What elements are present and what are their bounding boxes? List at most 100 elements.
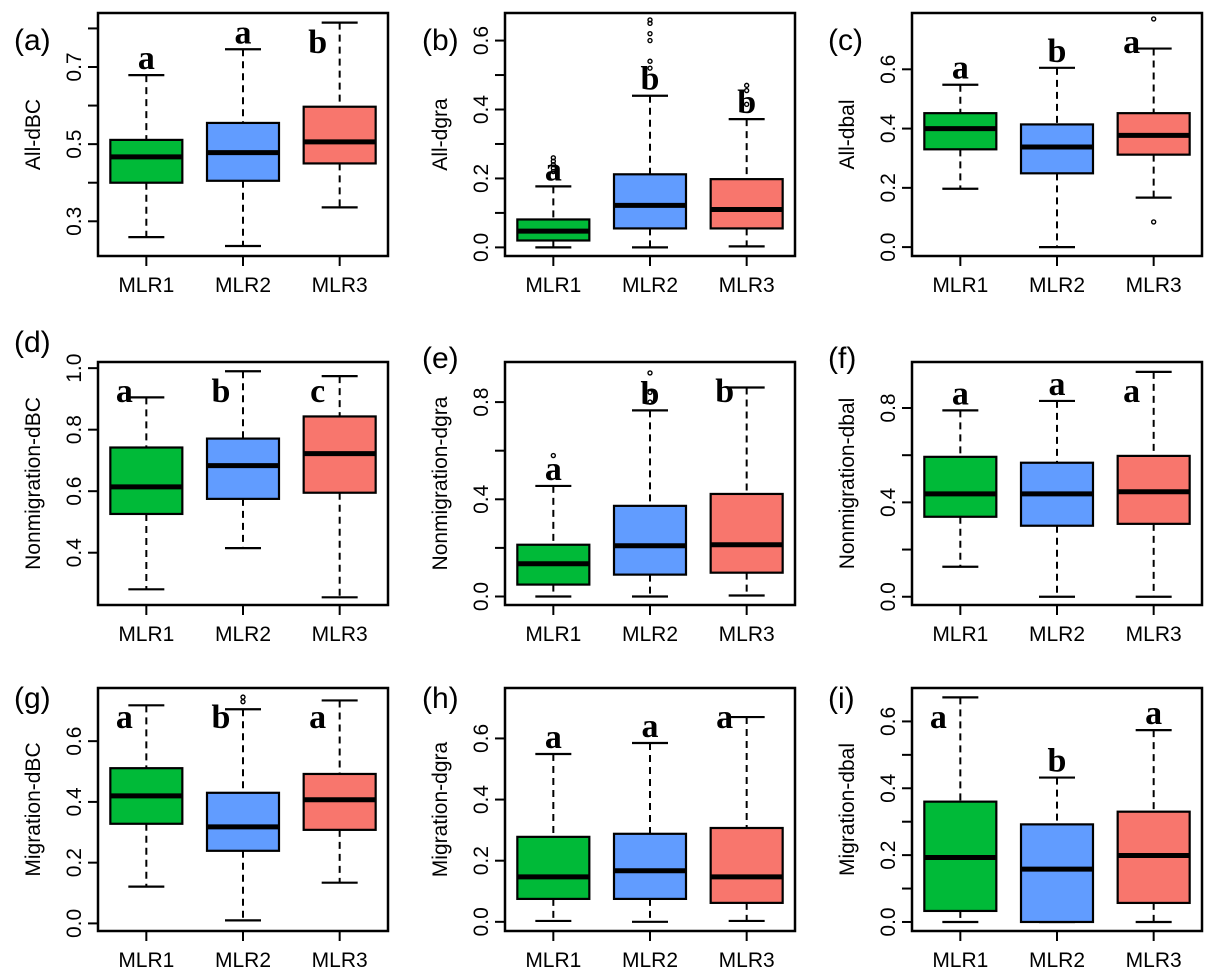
outlier-point (240, 698, 246, 705)
significance-letter: a (952, 375, 969, 412)
y-axis-label: Nonmigration-dBC (22, 397, 45, 570)
panel-label: (g) (14, 682, 51, 715)
x-tick-label: MLR2 (622, 949, 678, 972)
panel-a: (a) 0.3 0.5 0.7 All-dBC MLR1 MLR2 MLR3 a a b (14, 11, 390, 297)
box-mlr1: a (923, 696, 998, 924)
y-tick-label: 0.4 (877, 114, 900, 144)
significance-letter: a (952, 50, 969, 87)
x-tick-label: MLR3 (312, 274, 368, 297)
box-mlr1: a (109, 40, 184, 239)
box-mlr1: a (516, 151, 591, 249)
box-mlr2: b (1019, 743, 1095, 924)
x-tick-label: MLR1 (932, 949, 988, 972)
significance-letter: a (1145, 695, 1162, 732)
significance-letter: a (116, 699, 133, 736)
y-tick-label: 0.3 (63, 207, 86, 236)
y-tick-label: 1.0 (63, 354, 86, 383)
panel-i: (i) 0.0 0.2 0.4 0.6 Migration-dbal MLR1 MLR2 MLR… (828, 682, 1204, 972)
box-mlr2: a (1019, 366, 1095, 598)
x-tick-label: MLR1 (118, 623, 174, 646)
box-mlr2: b (1019, 33, 1095, 249)
outlier-point (743, 101, 750, 108)
significance-letter: a (545, 451, 562, 488)
significance-letter: c (310, 373, 325, 410)
y-tick-label: 0.5 (63, 130, 86, 159)
box-mlr3: b (302, 21, 377, 209)
y-tick-label: 0.4 (877, 773, 900, 803)
panel-label: (f) (828, 342, 856, 375)
box-mlr1: a (923, 375, 998, 568)
outlier-point (647, 37, 653, 44)
x-tick-label: MLR2 (1029, 949, 1085, 972)
x-tick-label: MLR1 (525, 623, 581, 646)
y-tick-label: 0.0 (470, 907, 493, 936)
iqr-box (923, 112, 998, 151)
significance-letter: a (930, 699, 947, 736)
significance-letter: a (545, 151, 562, 188)
box-mlr3: c (302, 373, 377, 599)
panel-d: (d) 0.4 0.6 0.8 1.0 Nonmigration-dBC MLR1 MLR2 M… (14, 326, 390, 646)
x-tick-label: MLR3 (312, 623, 368, 646)
y-tick-label: 0.2 (470, 846, 493, 875)
y-tick-label: 0.0 (63, 909, 86, 938)
y-tick-label: 0.4 (63, 787, 86, 817)
box-mlr2: b (612, 370, 688, 598)
significance-letter: a (1049, 366, 1066, 403)
significance-letter: a (235, 14, 252, 51)
x-tick-label: MLR2 (1029, 623, 1085, 646)
y-axis-label: Migration-dgra (429, 741, 452, 877)
box-mlr2: b (612, 17, 688, 249)
significance-letter: a (116, 373, 133, 410)
x-tick-label: MLR1 (525, 274, 581, 297)
iqr-box (612, 832, 688, 901)
significance-letter: a (1123, 373, 1140, 410)
y-tick-label: 0.4 (470, 484, 493, 514)
panel-label: (i) (828, 682, 855, 715)
significance-letter: b (641, 61, 660, 98)
x-tick-label: MLR2 (215, 274, 271, 297)
significance-letter: a (642, 708, 659, 745)
iqr-box (1019, 823, 1095, 924)
outlier-point (743, 82, 750, 89)
x-tick-label: MLR2 (622, 623, 678, 646)
y-tick-label: 0.0 (877, 907, 900, 936)
y-axis-label: Nonmigration-dgra (429, 396, 452, 570)
significance-letter: a (138, 40, 155, 77)
y-tick-label: 0.0 (470, 233, 493, 262)
x-tick-label: MLR2 (215, 623, 271, 646)
x-tick-label: MLR1 (525, 949, 581, 972)
x-tick-label: MLR1 (118, 949, 174, 972)
y-tick-label: 0.6 (470, 26, 493, 55)
iqr-box (516, 835, 591, 901)
box-mlr1: a (516, 719, 591, 923)
y-tick-label: 0.4 (877, 487, 900, 517)
outlier-point (1150, 16, 1157, 22)
significance-letter: a (309, 699, 326, 736)
y-tick-label: 0.6 (877, 707, 900, 736)
x-tick-label: MLR1 (118, 274, 174, 297)
panel-label: (b) (422, 24, 459, 57)
box-mlr3: b (709, 82, 784, 248)
y-axis-label: All-dgra (429, 98, 452, 171)
y-tick-label: 0.6 (470, 724, 493, 753)
y-tick-label: 0.7 (63, 52, 86, 81)
iqr-box (612, 504, 688, 576)
outlier-point (647, 17, 653, 23)
box-mlr3: a (1116, 370, 1191, 598)
y-axis-label: Migration-dBC (22, 742, 45, 876)
y-tick-label: 0.8 (470, 387, 493, 416)
outlier-point (550, 452, 557, 459)
x-tick-label: MLR2 (1029, 274, 1085, 297)
significance-letter: a (545, 719, 562, 756)
significance-letter: b (212, 699, 231, 736)
panel-h: (h) 0.0 0.2 0.4 0.6 Migration-dgra MLR1 MLR2 MLR… (422, 682, 797, 972)
box-mlr2: b (205, 370, 281, 550)
significance-letter: b (212, 373, 231, 410)
box-mlr1: a (516, 451, 591, 598)
y-tick-label: 0.8 (877, 393, 900, 422)
panel-label: (d) (14, 326, 51, 359)
panel-b: (b) 0.0 0.2 0.4 0.6 All-dgra MLR1 MLR2 MLR3 a b b (422, 11, 797, 297)
x-tick-label: MLR2 (215, 949, 271, 972)
significance-letter: b (715, 373, 734, 410)
